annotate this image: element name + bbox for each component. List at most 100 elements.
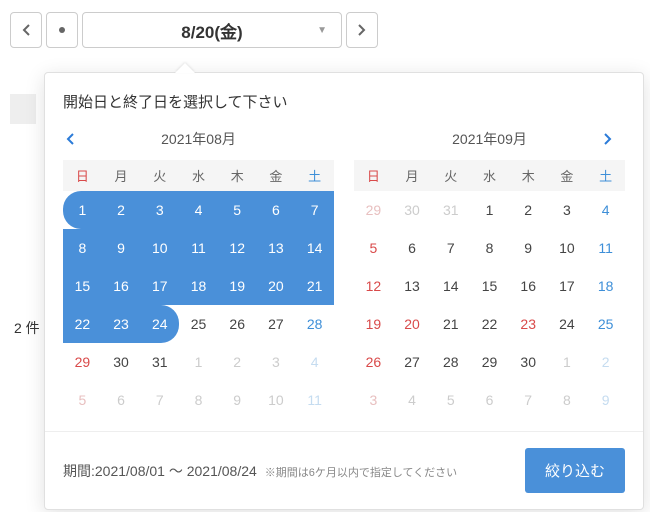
day-cell[interactable]: 23 [509, 305, 548, 343]
day-cell[interactable]: 7 [295, 191, 334, 229]
day-cell[interactable]: 4 [295, 343, 334, 381]
day-cell[interactable]: 6 [102, 381, 141, 419]
day-cell[interactable]: 25 [179, 305, 218, 343]
day-cell[interactable]: 10 [257, 381, 296, 419]
day-cell[interactable]: 28 [295, 305, 334, 343]
day-cell[interactable]: 30 [393, 191, 432, 229]
day-cell[interactable]: 13 [393, 267, 432, 305]
day-cell[interactable]: 26 [218, 305, 257, 343]
day-cell[interactable]: 8 [179, 381, 218, 419]
day-cell[interactable]: 29 [470, 343, 509, 381]
day-cell[interactable]: 1 [470, 191, 509, 229]
day-cell[interactable]: 12 [218, 229, 257, 267]
day-cell[interactable]: 7 [140, 381, 179, 419]
today-button[interactable] [46, 12, 78, 48]
day-cell[interactable]: 8 [63, 229, 102, 267]
filter-button[interactable]: 絞り込む [525, 448, 625, 493]
day-cell[interactable]: 30 [509, 343, 548, 381]
day-cell[interactable]: 27 [393, 343, 432, 381]
day-cell[interactable]: 28 [431, 343, 470, 381]
day-cell[interactable]: 7 [431, 229, 470, 267]
prev-day-button[interactable] [10, 12, 42, 48]
day-cell[interactable]: 18 [179, 267, 218, 305]
day-cell[interactable]: 4 [179, 191, 218, 229]
day-cell[interactable]: 2 [586, 343, 625, 381]
day-cell[interactable]: 12 [354, 267, 393, 305]
day-cell[interactable]: 9 [509, 229, 548, 267]
day-cell[interactable]: 25 [586, 305, 625, 343]
day-cell[interactable]: 5 [63, 381, 102, 419]
day-grid-left: 1234567891011121314151617181920212223242… [63, 191, 334, 419]
day-cell[interactable]: 29 [354, 191, 393, 229]
day-cell[interactable]: 21 [295, 267, 334, 305]
day-cell[interactable]: 20 [257, 267, 296, 305]
day-cell[interactable]: 4 [393, 381, 432, 419]
day-cell[interactable]: 24 [548, 305, 587, 343]
day-cell[interactable]: 3 [257, 343, 296, 381]
day-cell[interactable]: 5 [354, 229, 393, 267]
day-cell[interactable]: 11 [295, 381, 334, 419]
day-cell[interactable]: 16 [509, 267, 548, 305]
day-cell[interactable]: 18 [586, 267, 625, 305]
day-cell[interactable]: 5 [431, 381, 470, 419]
day-cell[interactable]: 15 [470, 267, 509, 305]
calendar-right: 2021年09月 日月火水木金土 29303112345678910111213… [354, 124, 625, 419]
day-cell[interactable]: 26 [354, 343, 393, 381]
day-cell[interactable]: 7 [509, 381, 548, 419]
next-day-button[interactable] [346, 12, 378, 48]
day-cell[interactable]: 14 [431, 267, 470, 305]
day-cell[interactable]: 21 [431, 305, 470, 343]
day-cell[interactable]: 14 [295, 229, 334, 267]
prev-month-button[interactable] [65, 132, 85, 146]
next-month-button[interactable] [603, 132, 623, 146]
day-cell[interactable]: 20 [393, 305, 432, 343]
caret-down-icon: ▼ [317, 25, 327, 36]
day-cell[interactable]: 6 [393, 229, 432, 267]
day-cell[interactable]: 9 [218, 381, 257, 419]
day-cell[interactable]: 30 [102, 343, 141, 381]
dow-cell: 日 [354, 160, 393, 191]
day-cell[interactable]: 10 [548, 229, 587, 267]
day-cell[interactable]: 29 [63, 343, 102, 381]
day-cell[interactable]: 10 [140, 229, 179, 267]
dow-cell: 月 [102, 160, 141, 191]
day-cell[interactable]: 19 [354, 305, 393, 343]
day-cell[interactable]: 3 [354, 381, 393, 419]
day-cell[interactable]: 11 [586, 229, 625, 267]
day-cell[interactable]: 16 [102, 267, 141, 305]
day-cell[interactable]: 8 [470, 229, 509, 267]
day-cell[interactable]: 23 [102, 305, 141, 343]
day-cell[interactable]: 11 [179, 229, 218, 267]
day-cell[interactable]: 9 [586, 381, 625, 419]
period-display: 期間:2021/08/01 ～ 2021/08/24 ※期間は6ケ月以内で指定し… [63, 461, 457, 481]
background-bar [10, 94, 36, 124]
day-cell[interactable]: 3 [140, 191, 179, 229]
day-cell[interactable]: 1 [63, 191, 102, 229]
day-cell[interactable]: 2 [218, 343, 257, 381]
day-cell[interactable]: 6 [257, 191, 296, 229]
day-cell[interactable]: 31 [140, 343, 179, 381]
day-cell[interactable]: 8 [548, 381, 587, 419]
day-cell[interactable]: 3 [548, 191, 587, 229]
day-cell[interactable]: 17 [548, 267, 587, 305]
left-month-title: 2021年08月 [161, 129, 236, 149]
day-cell[interactable]: 27 [257, 305, 296, 343]
dot-icon [59, 27, 65, 33]
day-cell[interactable]: 13 [257, 229, 296, 267]
day-cell[interactable]: 4 [586, 191, 625, 229]
day-cell[interactable]: 6 [470, 381, 509, 419]
day-cell[interactable]: 31 [431, 191, 470, 229]
day-cell[interactable]: 1 [179, 343, 218, 381]
day-cell[interactable]: 17 [140, 267, 179, 305]
day-cell[interactable]: 1 [548, 343, 587, 381]
date-picker-trigger[interactable]: 8/20(金) ▼ [82, 12, 342, 48]
day-cell[interactable]: 2 [509, 191, 548, 229]
day-cell[interactable]: 24 [140, 305, 179, 343]
day-cell[interactable]: 9 [102, 229, 141, 267]
day-cell[interactable]: 22 [63, 305, 102, 343]
day-cell[interactable]: 22 [470, 305, 509, 343]
day-cell[interactable]: 2 [102, 191, 141, 229]
day-cell[interactable]: 5 [218, 191, 257, 229]
day-cell[interactable]: 19 [218, 267, 257, 305]
day-cell[interactable]: 15 [63, 267, 102, 305]
